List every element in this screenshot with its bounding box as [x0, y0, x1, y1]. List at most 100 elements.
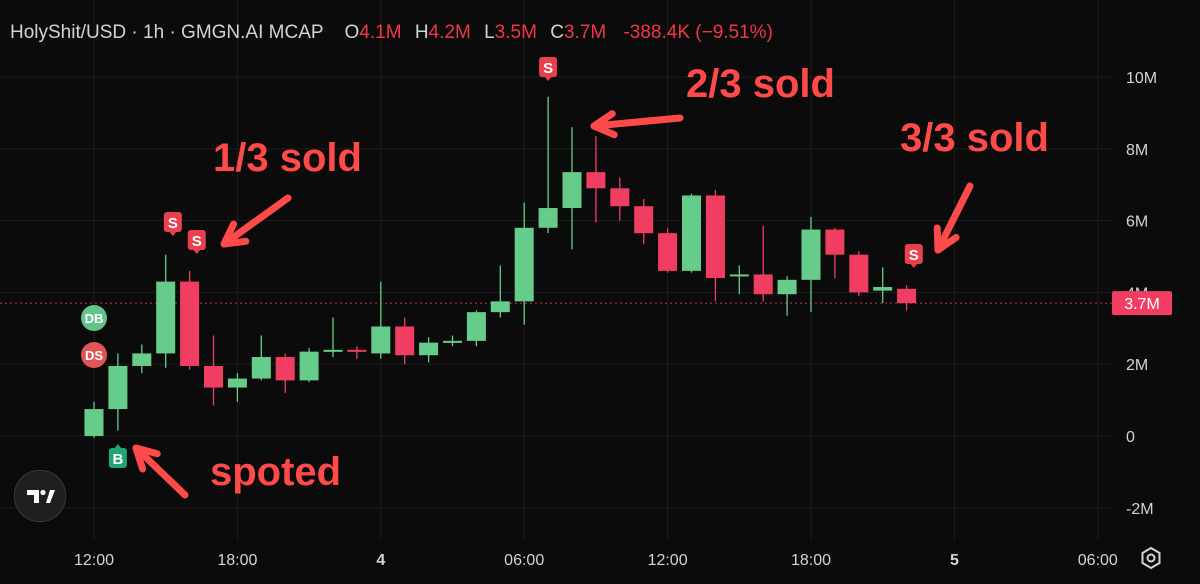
- candle-body: [801, 229, 821, 280]
- candle-body: [419, 342, 439, 356]
- candle-body: [156, 281, 176, 354]
- ds-marker-circle: [81, 342, 107, 368]
- candle-body: [897, 288, 917, 304]
- candle-series: [84, 96, 917, 438]
- candle-body: [610, 188, 630, 207]
- sell-marker-1-box: [163, 212, 182, 232]
- candle-body: [729, 274, 749, 277]
- arrow-sold-2-head: [590, 110, 618, 139]
- candle-body: [634, 206, 654, 234]
- sell-marker-2-box: [187, 230, 206, 250]
- buy-marker: B: [108, 444, 127, 468]
- arrow-spotted-shaft: [132, 444, 189, 499]
- db-marker: DB: [81, 305, 107, 331]
- candle-body: [395, 326, 415, 356]
- candle-body: [825, 229, 845, 255]
- y-tick-label: 0: [1126, 429, 1135, 446]
- candle-body: [753, 274, 773, 295]
- x-tick-label: 4: [376, 552, 385, 569]
- sell-marker-4-label: S: [909, 247, 919, 264]
- annotation-arrows: [132, 110, 974, 499]
- sell-marker-3-pointer: [544, 76, 553, 81]
- candle-body: [108, 365, 128, 410]
- sell-marker-1-pointer: [168, 231, 177, 236]
- sell-marker-3-box: [539, 57, 558, 77]
- candle-body: [299, 351, 319, 381]
- candle-body: [538, 208, 558, 228]
- candle-body: [84, 409, 104, 436]
- low-value: 3.5M: [494, 22, 537, 43]
- buy-marker-box: [108, 448, 127, 468]
- y-tick-label: 2M: [1126, 357, 1148, 374]
- candle-body: [514, 227, 534, 302]
- db-marker-circle: [81, 305, 107, 331]
- sell-marker-4: S: [904, 244, 923, 268]
- y-tick-label: 6M: [1126, 214, 1148, 231]
- x-tick-label: 18:00: [217, 552, 257, 569]
- chart-header: HolyShit/USD · 1h · GMGN.AI MCAP O4.1M H…: [10, 22, 773, 44]
- candle-body: [873, 287, 893, 291]
- annotation-sold-2: 2/3 sold: [686, 62, 835, 106]
- y-tick-label: 10M: [1126, 70, 1157, 87]
- sell-marker-2: S: [187, 230, 206, 254]
- x-tick-label: 12:00: [648, 552, 688, 569]
- current-price-label: 3.7M: [1124, 296, 1160, 313]
- candle-body: [658, 233, 678, 271]
- change-value: -388.4K (−9.51%): [623, 22, 773, 43]
- annotation-sold-3: 3/3 sold: [900, 116, 1049, 160]
- high-label: H: [414, 22, 429, 43]
- sell-marker-1: S: [163, 212, 182, 236]
- candle-body: [849, 254, 869, 293]
- candle-body: [251, 357, 271, 379]
- tradingview-logo-icon[interactable]: [14, 470, 66, 522]
- current-price-tag: [1112, 291, 1172, 316]
- db-marker-label: DB: [85, 311, 104, 326]
- high-value: 4.2M: [428, 22, 471, 43]
- ds-marker-label: DS: [85, 348, 103, 363]
- candle-body: [132, 353, 152, 366]
- candle-body: [777, 279, 797, 295]
- candle-body: [204, 365, 223, 388]
- candle-body: [562, 172, 582, 209]
- buy-marker-label: B: [112, 451, 123, 468]
- annotation-spotted: spoted: [210, 450, 342, 494]
- sell-marker-3-label: S: [543, 60, 553, 77]
- x-tick-label: 06:00: [504, 552, 544, 569]
- candle-body: [323, 349, 343, 352]
- y-tick-label: 8M: [1126, 142, 1148, 159]
- candle-body: [180, 281, 200, 366]
- open-label: O: [344, 22, 360, 43]
- close-label: C: [550, 22, 564, 43]
- ds-marker: DS: [81, 342, 107, 368]
- symbol-title: HolyShit/USD · 1h · GMGN.AI MCAP: [10, 22, 324, 43]
- candle-body: [490, 301, 510, 313]
- chart-axes: 10M8M6M4M2M0-2M12:0018:00406:0012:0018:0…: [74, 70, 1172, 569]
- open-value: 4.1M: [359, 22, 402, 43]
- y-tick-label: -2M: [1126, 501, 1154, 518]
- settings-gear-icon[interactable]: [1138, 545, 1164, 571]
- x-tick-label: 06:00: [1078, 552, 1118, 569]
- annotation-sold-1: 1/3 sold: [213, 136, 362, 180]
- x-tick-label: 18:00: [791, 552, 831, 569]
- candle-body: [466, 312, 486, 341]
- sell-marker-2-pointer: [192, 249, 201, 254]
- close-value: 3.7M: [563, 22, 607, 43]
- buy-marker-pointer: [113, 444, 122, 449]
- sell-marker-3: S: [539, 57, 558, 81]
- candle-body: [275, 357, 295, 381]
- candle-body: [371, 326, 391, 354]
- candle-body: [347, 349, 367, 352]
- sell-marker-4-pointer: [909, 263, 918, 268]
- arrow-sold-1-shaft: [220, 194, 292, 248]
- sell-marker-4-box: [904, 244, 923, 264]
- candle-body: [227, 378, 247, 388]
- arrow-sold-3-head: [933, 224, 960, 254]
- candle-body: [682, 195, 701, 271]
- x-tick-label: 12:00: [74, 552, 114, 569]
- candle-body: [443, 340, 462, 343]
- arrow-sold-3-shaft: [934, 182, 974, 254]
- chart-grid: [0, 0, 1112, 540]
- candle-body: [586, 172, 606, 189]
